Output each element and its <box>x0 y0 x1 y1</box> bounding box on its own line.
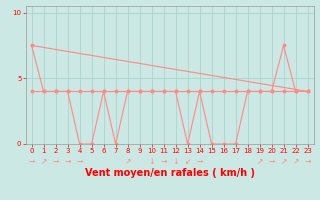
Text: ↗: ↗ <box>40 157 47 166</box>
Text: →: → <box>304 157 311 166</box>
Text: →: → <box>28 157 35 166</box>
Text: →: → <box>268 157 275 166</box>
Text: →: → <box>76 157 83 166</box>
Text: ↙: ↙ <box>184 157 191 166</box>
Text: ↓: ↓ <box>172 157 179 166</box>
Text: →: → <box>196 157 203 166</box>
Text: →: → <box>52 157 59 166</box>
Text: ↗: ↗ <box>292 157 299 166</box>
Text: ↗: ↗ <box>256 157 263 166</box>
X-axis label: Vent moyen/en rafales ( km/h ): Vent moyen/en rafales ( km/h ) <box>84 168 255 178</box>
Text: ↓: ↓ <box>148 157 155 166</box>
Text: →: → <box>64 157 71 166</box>
Text: ↗: ↗ <box>280 157 287 166</box>
Text: →: → <box>160 157 167 166</box>
Text: ↗: ↗ <box>124 157 131 166</box>
